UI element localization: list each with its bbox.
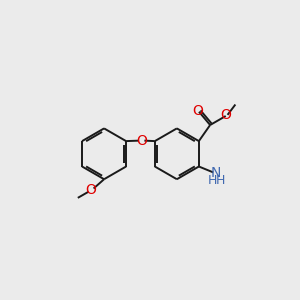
Text: H: H bbox=[216, 174, 225, 187]
Text: H: H bbox=[207, 174, 217, 187]
Text: O: O bbox=[220, 108, 231, 122]
Text: N: N bbox=[211, 166, 221, 180]
Text: O: O bbox=[136, 134, 147, 148]
Text: O: O bbox=[85, 183, 96, 197]
Text: O: O bbox=[192, 103, 203, 118]
